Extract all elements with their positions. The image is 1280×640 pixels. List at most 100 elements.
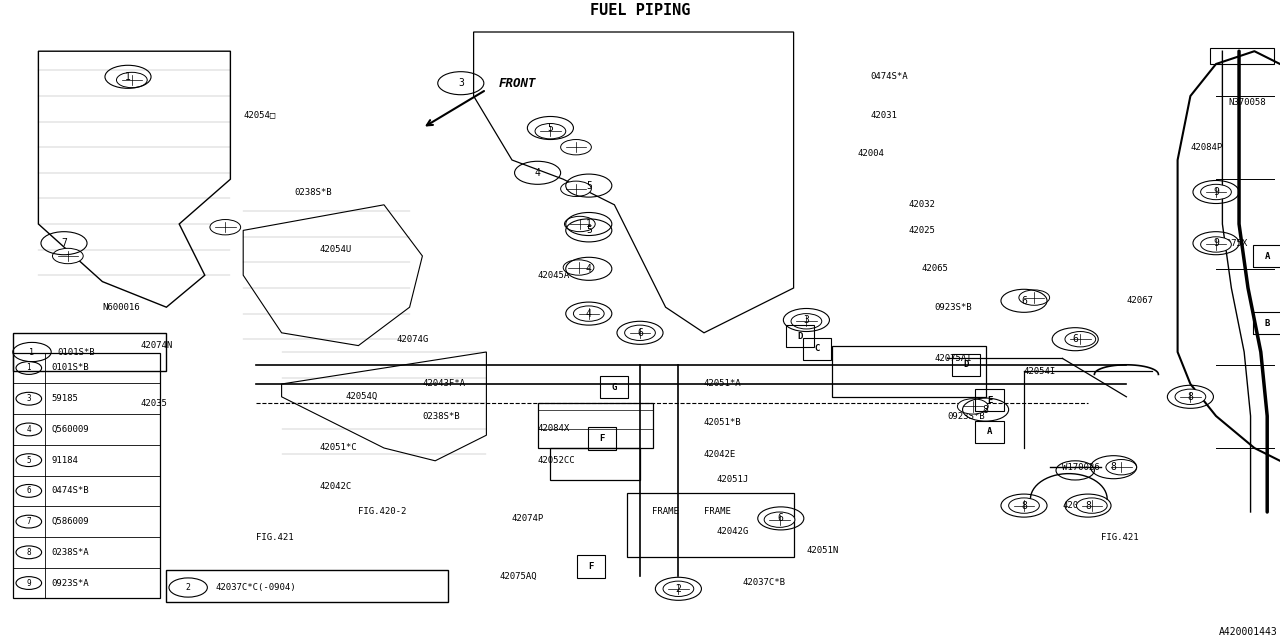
Text: 42045A: 42045A (538, 271, 570, 280)
Text: 42074G: 42074G (397, 335, 429, 344)
Text: W170026: W170026 (1062, 463, 1100, 472)
Text: 0238S*B: 0238S*B (422, 412, 460, 420)
Text: 6: 6 (27, 486, 31, 495)
Text: 42037C*B: 42037C*B (742, 578, 786, 587)
Text: FRAME: FRAME (653, 508, 678, 516)
Text: 9: 9 (27, 579, 31, 588)
Text: 42075AQ: 42075AQ (499, 572, 536, 580)
Text: 6: 6 (1021, 296, 1027, 306)
Text: A420001443: A420001443 (1219, 627, 1277, 637)
Text: 4: 4 (535, 168, 540, 178)
Circle shape (791, 314, 822, 329)
Text: 42025: 42025 (909, 226, 936, 235)
Text: FRAME: FRAME (704, 508, 731, 516)
Polygon shape (474, 32, 794, 333)
Text: 6: 6 (637, 328, 643, 338)
Text: 4: 4 (27, 425, 31, 434)
Text: 8: 8 (1085, 500, 1091, 511)
Text: 42084X: 42084X (538, 424, 570, 433)
Circle shape (1106, 460, 1137, 475)
Text: 7: 7 (27, 517, 31, 526)
Text: 3: 3 (27, 394, 31, 403)
Text: 42051*B: 42051*B (704, 418, 741, 427)
Text: 6: 6 (778, 513, 783, 524)
Text: F: F (589, 562, 594, 571)
Text: 4: 4 (586, 308, 591, 319)
Bar (832, 346, 986, 397)
Circle shape (573, 306, 604, 321)
Bar (13, 353, 160, 598)
Bar (538, 403, 653, 448)
Text: 42068G: 42068G (1062, 501, 1094, 510)
Text: 0238S*A: 0238S*A (51, 548, 88, 557)
Circle shape (210, 220, 241, 235)
Text: 42004: 42004 (858, 149, 884, 158)
Circle shape (561, 181, 591, 196)
Bar (550, 448, 640, 480)
Text: 3: 3 (804, 315, 809, 325)
Text: 42051N: 42051N (806, 546, 838, 555)
Text: N370058: N370058 (1229, 98, 1266, 107)
Text: 42075X: 42075X (1216, 239, 1248, 248)
Circle shape (957, 399, 988, 414)
Text: 2: 2 (186, 583, 191, 592)
Polygon shape (243, 205, 422, 346)
Circle shape (625, 325, 655, 340)
Text: 42051*A: 42051*A (704, 380, 741, 388)
Text: 42043F*A: 42043F*A (422, 380, 466, 388)
Text: F: F (599, 434, 604, 443)
Text: D: D (797, 332, 803, 340)
Circle shape (663, 581, 694, 596)
Circle shape (1201, 237, 1231, 252)
Circle shape (564, 216, 595, 232)
Text: 0474S*B: 0474S*B (51, 486, 88, 495)
Text: 0923S*B: 0923S*B (934, 303, 972, 312)
Polygon shape (1210, 48, 1274, 64)
Text: G: G (612, 383, 617, 392)
Text: 0101S*B: 0101S*B (51, 364, 88, 372)
Text: FIG.421: FIG.421 (256, 533, 293, 542)
Text: C: C (814, 344, 819, 353)
Text: 0238S*B: 0238S*B (294, 188, 332, 196)
Text: 42031: 42031 (870, 111, 897, 120)
Text: 42037C*C(-0904): 42037C*C(-0904) (215, 583, 296, 592)
Text: FIG.420-2: FIG.420-2 (358, 508, 407, 516)
Text: 42054Q: 42054Q (346, 392, 378, 401)
Text: 5: 5 (586, 225, 591, 236)
Circle shape (1009, 498, 1039, 513)
Text: 42067: 42067 (1126, 296, 1153, 305)
Text: Q586009: Q586009 (51, 517, 88, 526)
Text: 2: 2 (676, 584, 681, 594)
Text: 8: 8 (1188, 392, 1193, 402)
Text: 42052CC: 42052CC (538, 456, 575, 465)
Text: 1: 1 (125, 72, 131, 82)
Text: 42074P: 42074P (512, 514, 544, 523)
Circle shape (1019, 290, 1050, 305)
Circle shape (52, 248, 83, 264)
Bar (13, 333, 166, 371)
Text: 91184: 91184 (51, 456, 78, 465)
Text: 8: 8 (1021, 500, 1027, 511)
Text: N600016: N600016 (102, 303, 140, 312)
Polygon shape (282, 352, 486, 461)
Text: 5: 5 (586, 180, 591, 191)
Text: 42032: 42032 (909, 200, 936, 209)
Text: 42065: 42065 (922, 264, 948, 273)
Text: 5: 5 (548, 123, 553, 133)
Text: E: E (987, 396, 992, 404)
Text: 8: 8 (983, 404, 988, 415)
Text: 42054U: 42054U (320, 245, 352, 254)
Text: Q560009: Q560009 (51, 425, 88, 434)
Text: 42042E: 42042E (704, 450, 736, 459)
Bar (627, 493, 794, 557)
Text: 6: 6 (1073, 334, 1078, 344)
Circle shape (1076, 498, 1107, 513)
Text: 42051*C: 42051*C (320, 444, 357, 452)
Text: 1: 1 (29, 348, 35, 356)
Text: 9: 9 (1213, 187, 1219, 197)
Circle shape (1065, 332, 1096, 347)
Text: 5: 5 (27, 456, 31, 465)
Text: 42042C: 42042C (320, 482, 352, 491)
Polygon shape (38, 51, 230, 307)
Text: A: A (1265, 252, 1270, 260)
